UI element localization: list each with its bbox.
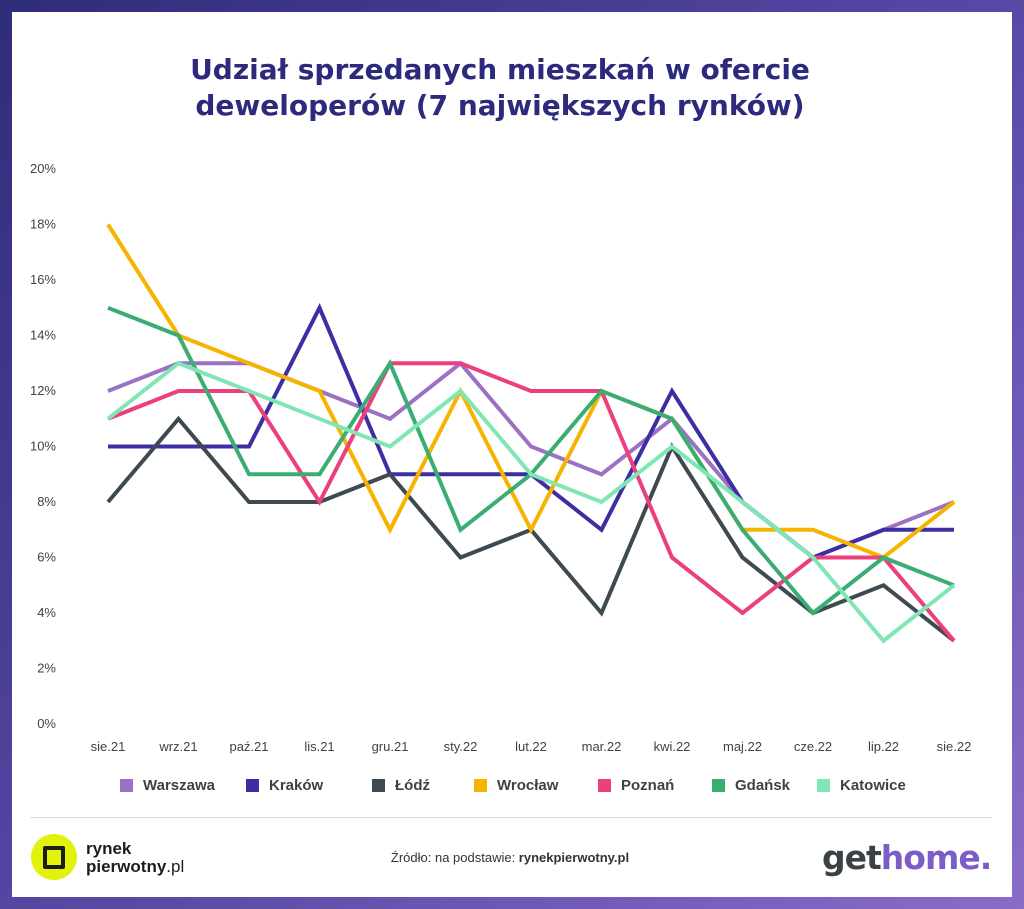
- footer-divider: [30, 817, 992, 818]
- y-tick-label: 18%: [30, 217, 56, 232]
- y-tick-label: 4%: [37, 605, 56, 620]
- x-tick-label: lis.21: [304, 739, 334, 754]
- logo-circle-icon: [31, 834, 77, 880]
- y-tick-label: 10%: [30, 439, 56, 454]
- series-line-gdańsk: [107, 305, 955, 616]
- legend-label: Poznań: [621, 776, 675, 794]
- legend-swatch: [246, 778, 259, 792]
- y-tick-label: 0%: [37, 716, 56, 731]
- legend-item-katowice: Katowice: [817, 774, 906, 796]
- legend-label: Gdańsk: [735, 776, 791, 794]
- y-tick-label: 20%: [30, 161, 56, 176]
- series-line-wrocław: [106, 223, 956, 560]
- x-tick-label: gru.21: [372, 739, 409, 754]
- legend-label: Kraków: [269, 776, 324, 794]
- legend-label: Warszawa: [143, 776, 215, 794]
- y-tick-label: 2%: [37, 661, 56, 676]
- legend-swatch: [817, 778, 830, 792]
- legend-item-wrocław: Wrocław: [474, 774, 558, 796]
- x-tick-label: cze.22: [794, 739, 832, 754]
- logo-text-line1: rynek: [86, 839, 132, 858]
- legend-label: Katowice: [840, 776, 906, 794]
- chart-title: Udział sprzedanych mieszkań w ofercie de…: [0, 52, 1020, 124]
- series-line-kraków: [108, 303, 954, 560]
- x-tick-label: paź.21: [229, 739, 268, 754]
- legend-swatch: [598, 778, 611, 792]
- x-tick-label: kwi.22: [654, 739, 691, 754]
- series-line-poznań: [107, 361, 956, 643]
- legend-swatch: [120, 778, 133, 792]
- legend-label: Łódź: [395, 776, 430, 794]
- legend-item-kraków: Kraków: [246, 774, 323, 796]
- series-line-katowice: [106, 361, 956, 644]
- legend-item-łódź: Łódź: [372, 774, 430, 796]
- chart-title-line2: deweloperów (7 największych rynków): [195, 89, 805, 122]
- y-tick-label: 12%: [30, 383, 56, 398]
- x-tick-label: mar.22: [582, 739, 622, 754]
- gethome-logo: gethome.: [822, 838, 992, 877]
- logo-text-line2: pierwotny.pl: [86, 857, 185, 876]
- legend-item-gdańsk: Gdańsk: [712, 774, 790, 796]
- legend-label: Wrocław: [497, 776, 559, 794]
- x-tick-label: maj.22: [723, 739, 762, 754]
- legend-swatch: [372, 778, 385, 792]
- legend-swatch: [712, 778, 725, 792]
- y-tick-label: 16%: [30, 272, 56, 287]
- legend-item-poznań: Poznań: [598, 774, 674, 796]
- x-tick-label: sty.22: [444, 739, 478, 754]
- legend-swatch: [474, 778, 487, 792]
- x-tick-label: wrz.21: [158, 739, 197, 754]
- x-tick-label: lip.22: [868, 739, 899, 754]
- y-tick-label: 8%: [37, 494, 56, 509]
- x-tick-label: sie.21: [91, 739, 126, 754]
- logo-square-icon: [43, 846, 65, 869]
- x-tick-label: sie.22: [937, 739, 972, 754]
- x-tick-label: lut.22: [515, 739, 547, 754]
- source-note: Źródło: na podstawie: rynekpierwotny.pl: [390, 850, 630, 865]
- y-tick-label: 14%: [30, 328, 56, 343]
- chart-title-line1: Udział sprzedanych mieszkań w ofercie: [190, 53, 810, 86]
- y-tick-label: 6%: [37, 550, 56, 565]
- legend-item-warszawa: Warszawa: [120, 774, 215, 796]
